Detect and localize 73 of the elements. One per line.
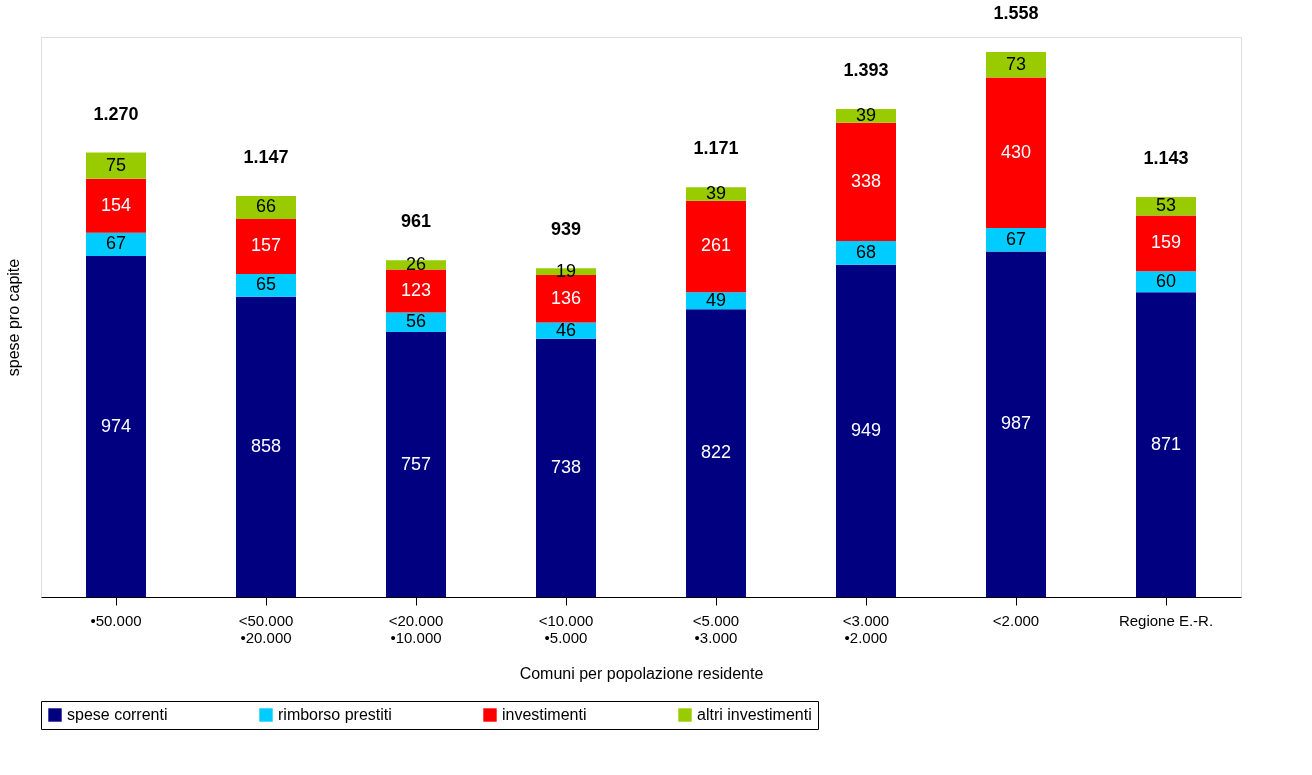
data-label: 73 [1005, 53, 1027, 74]
data-label: 67 [105, 233, 127, 254]
data-label: 123 [400, 279, 432, 300]
data-label: 56 [405, 311, 427, 332]
legend-label: rimborso prestiti [278, 706, 392, 723]
legend-label: altri investimenti [697, 706, 812, 723]
bar [686, 309, 746, 597]
bar [686, 200, 746, 293]
data-label: 157 [250, 235, 282, 256]
data-label: 159 [1150, 232, 1182, 253]
data-label: 53 [1155, 195, 1177, 216]
data-label: 67 [1005, 228, 1027, 249]
bar [986, 228, 1046, 252]
x-tick-label: <50.000 •20.000 [238, 611, 294, 646]
data-label: 338 [850, 170, 882, 191]
total-label: 961 [400, 211, 432, 232]
x-tick-label: <3.000 •2.000 [842, 611, 890, 646]
data-label: 738 [550, 456, 582, 477]
data-label: 68 [855, 241, 877, 262]
data-label: 60 [1155, 270, 1177, 291]
total-label: 1.558 [993, 3, 1039, 24]
bar [236, 273, 296, 297]
total-label: 1.143 [1143, 147, 1189, 168]
data-label: 39 [705, 182, 727, 203]
total-label: 1.393 [843, 60, 889, 81]
x-tick-label: <5.000 •3.000 [692, 611, 740, 646]
data-label: 46 [555, 319, 577, 340]
x-tick-label: <20.000 •10.000 [388, 611, 444, 646]
data-label: 430 [1000, 141, 1032, 162]
data-label: 858 [250, 435, 282, 456]
total-label: 939 [550, 219, 582, 240]
x-tick-label: •50.000 [90, 611, 142, 629]
bar [386, 269, 446, 313]
bar [236, 219, 296, 274]
total-label: 1.171 [693, 138, 739, 159]
bar [986, 77, 1046, 229]
data-label: 65 [255, 274, 277, 295]
x-axis-title: Comuni per popolazione residente [519, 664, 764, 682]
data-label: 987 [1000, 413, 1032, 434]
bar [1136, 215, 1196, 272]
data-label: 974 [100, 415, 132, 436]
data-label: 75 [105, 154, 127, 175]
data-label: 49 [705, 289, 727, 310]
bar [836, 122, 896, 242]
x-tick-label: <2.000 [992, 611, 1040, 629]
data-label: 871 [1150, 433, 1182, 454]
data-label: 949 [850, 419, 882, 440]
bar [536, 275, 596, 323]
data-label: 136 [550, 287, 582, 308]
y-axis-title: spese pro capite [4, 258, 22, 377]
bar [986, 52, 1046, 78]
data-label: 261 [700, 235, 732, 256]
x-tick-label: <10.000 •5.000 [538, 611, 594, 646]
bar [86, 178, 146, 233]
bar [1136, 292, 1196, 597]
total-label: 1.270 [93, 103, 139, 124]
data-label: 39 [855, 104, 877, 125]
bar [236, 296, 296, 597]
data-label: 757 [400, 453, 432, 474]
bar [986, 251, 1046, 597]
data-label: 66 [255, 196, 277, 217]
data-label: 154 [100, 194, 132, 215]
data-label: 822 [700, 442, 732, 463]
bar [836, 264, 896, 597]
legend-label: investimenti [502, 706, 587, 723]
legend-label: spese correnti [67, 706, 168, 723]
data-label: 26 [405, 253, 427, 274]
bar [86, 256, 146, 597]
bar [386, 332, 446, 597]
x-tick-label: Regione E.-R. [1118, 611, 1214, 629]
bar [536, 338, 596, 597]
total-label: 1.147 [243, 146, 289, 167]
bar [86, 152, 146, 179]
